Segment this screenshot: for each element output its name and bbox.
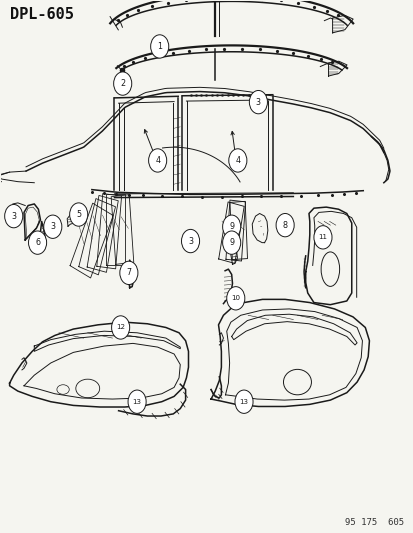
Text: 95 175  605: 95 175 605 [344, 518, 404, 527]
Circle shape [128, 390, 146, 414]
Circle shape [181, 229, 199, 253]
Circle shape [222, 215, 240, 238]
Text: 10: 10 [231, 295, 240, 301]
Text: 2: 2 [120, 79, 125, 88]
Text: 9: 9 [228, 238, 234, 247]
Circle shape [222, 231, 240, 254]
Text: 12: 12 [116, 325, 125, 330]
Circle shape [226, 287, 244, 310]
Circle shape [228, 149, 246, 172]
Circle shape [112, 316, 129, 339]
Text: 1: 1 [157, 42, 162, 51]
Circle shape [150, 35, 169, 58]
Text: 7: 7 [126, 268, 131, 277]
Text: 13: 13 [239, 399, 248, 405]
Text: 8: 8 [282, 221, 287, 230]
Text: 3: 3 [50, 222, 55, 231]
Text: 4: 4 [155, 156, 160, 165]
Circle shape [28, 231, 47, 254]
Circle shape [114, 72, 131, 95]
Circle shape [119, 261, 138, 285]
Text: 11: 11 [318, 235, 327, 240]
Text: 13: 13 [132, 399, 141, 405]
Circle shape [275, 214, 294, 237]
Circle shape [249, 91, 267, 114]
Circle shape [69, 203, 88, 226]
Text: 5: 5 [76, 210, 81, 219]
Text: 3: 3 [255, 98, 260, 107]
Circle shape [44, 215, 62, 238]
Text: 4: 4 [235, 156, 240, 165]
Circle shape [313, 225, 331, 249]
Circle shape [5, 205, 23, 228]
Text: 6: 6 [35, 238, 40, 247]
Text: DPL-605: DPL-605 [9, 7, 74, 22]
Text: 3: 3 [188, 237, 192, 246]
Circle shape [148, 149, 166, 172]
Text: 9: 9 [228, 222, 234, 231]
Circle shape [235, 390, 252, 414]
Text: 3: 3 [11, 212, 16, 221]
